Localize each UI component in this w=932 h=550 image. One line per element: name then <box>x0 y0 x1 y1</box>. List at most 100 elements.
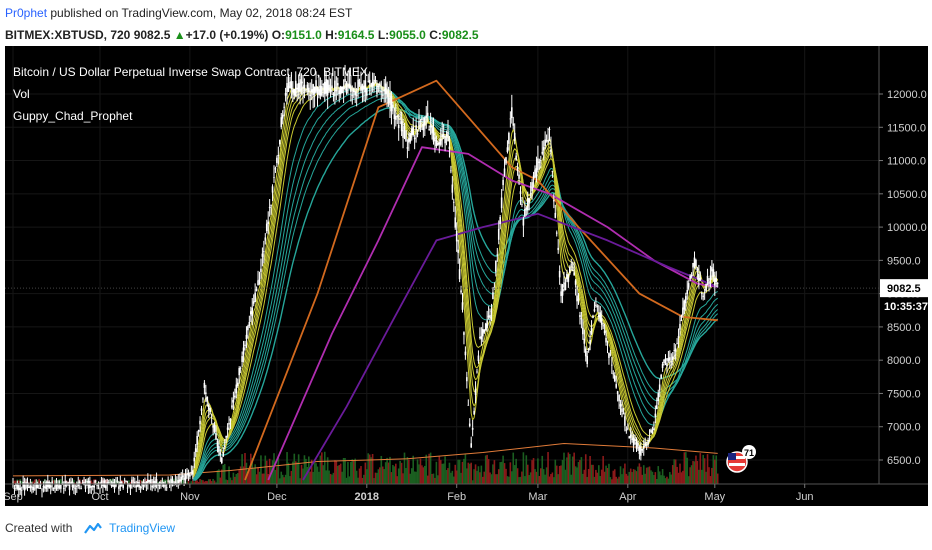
volume-bar <box>199 479 201 484</box>
volume-bar <box>357 477 359 484</box>
candle-body <box>670 361 673 363</box>
x-tick-label: Apr <box>619 491 636 503</box>
candle-body <box>251 307 254 317</box>
candle-body <box>383 89 385 92</box>
close-value: 9082.5 <box>441 28 479 42</box>
volume-bar <box>80 482 82 484</box>
volume-bar <box>600 469 603 484</box>
candle-body <box>270 204 272 206</box>
candle-body <box>100 480 103 485</box>
candle-body <box>693 257 696 267</box>
volume-bar <box>680 472 683 484</box>
candle-body <box>538 161 541 163</box>
volume-bar <box>689 467 691 484</box>
candle-body <box>577 298 580 301</box>
volume-bar <box>570 474 573 484</box>
price-chart[interactable]: 12000.0 11500.0 11000.0 10500.0 10000.0 9500.… <box>3 46 928 506</box>
volume-bar <box>648 466 651 484</box>
grid-layer <box>5 46 879 484</box>
candle-body <box>699 277 702 281</box>
candle-body <box>344 79 346 82</box>
volume-bar <box>538 475 541 484</box>
tradingview-link[interactable]: TradingView <box>109 521 176 535</box>
candle-body <box>368 79 371 83</box>
candle-body <box>225 435 227 438</box>
volume-bar <box>493 460 496 484</box>
volume-bar <box>709 476 712 484</box>
candle-body <box>354 91 356 96</box>
candle-body <box>286 83 288 93</box>
volume-bar <box>711 467 713 484</box>
volume-bar <box>515 458 517 484</box>
volume-bar <box>519 476 522 484</box>
volume-bar <box>263 473 265 484</box>
publish-line: Pr0phet published on TradingView.com, Ma… <box>5 6 352 20</box>
volume-bar <box>292 461 294 484</box>
candle-body <box>167 480 169 482</box>
candle-body <box>337 83 339 86</box>
volume-bar <box>487 459 490 484</box>
volume-bar <box>455 470 458 484</box>
candle-body <box>413 137 416 140</box>
candle-body <box>328 84 330 91</box>
candle-body <box>57 484 59 489</box>
volume-bar <box>196 480 198 484</box>
volume-bar <box>447 468 449 484</box>
volume-bar <box>579 459 581 484</box>
candle-body <box>460 290 462 293</box>
volume-bar <box>531 460 533 484</box>
candle-body <box>264 237 267 241</box>
candle-body <box>299 79 301 92</box>
candle-body <box>511 107 513 119</box>
candle-body <box>558 270 561 278</box>
volume-bar <box>228 466 230 484</box>
y-tick-label: 7500.0 <box>887 388 921 400</box>
candle-body <box>41 489 43 491</box>
time-badge <box>880 298 928 315</box>
y-tick-label: 11000.0 <box>887 156 926 168</box>
volume-bar <box>319 455 322 484</box>
candle-body <box>489 314 491 318</box>
slow-ema-line <box>192 97 719 481</box>
volume-bar <box>658 471 661 484</box>
candle-body <box>147 479 149 484</box>
volume-bar <box>647 467 649 484</box>
volume-bar <box>373 478 375 484</box>
candle-body <box>60 484 62 489</box>
volume-bar <box>664 478 667 484</box>
volume-bar <box>687 476 690 484</box>
volume-bar <box>448 462 451 484</box>
volume-bar <box>279 478 281 484</box>
candle-body <box>323 81 326 95</box>
candle-body <box>696 269 699 272</box>
candle-body <box>689 275 691 279</box>
candle-body <box>660 374 662 379</box>
candle-body <box>714 278 716 286</box>
chart-panel[interactable]: 12000.0 11500.0 11000.0 10500.0 10000.0 9500.… <box>3 46 928 506</box>
volume-bar <box>207 479 210 484</box>
volume-bar <box>634 469 636 484</box>
candle-body <box>189 474 191 477</box>
volume-bar <box>587 468 590 484</box>
candle-body <box>207 404 210 410</box>
candle-body <box>218 445 220 453</box>
candle-body <box>78 481 81 485</box>
volume-bar <box>299 478 301 484</box>
volume-bar <box>716 473 719 484</box>
candle-body <box>322 83 325 85</box>
volume-bar <box>542 469 545 484</box>
volume-bar <box>38 478 40 484</box>
volume-bar <box>625 473 628 484</box>
candle-body <box>163 482 165 487</box>
candle-body <box>671 356 674 361</box>
candle-body <box>254 292 256 302</box>
author-link[interactable]: Pr0phet <box>5 6 48 20</box>
candle-body <box>20 489 23 491</box>
volume-bar <box>310 459 313 484</box>
candle-body <box>619 404 622 407</box>
y-tick-label: 6500.0 <box>887 455 921 467</box>
candle-body <box>438 142 441 145</box>
candle-body <box>482 328 484 337</box>
candle-body <box>257 280 259 286</box>
candle-body <box>277 154 280 157</box>
